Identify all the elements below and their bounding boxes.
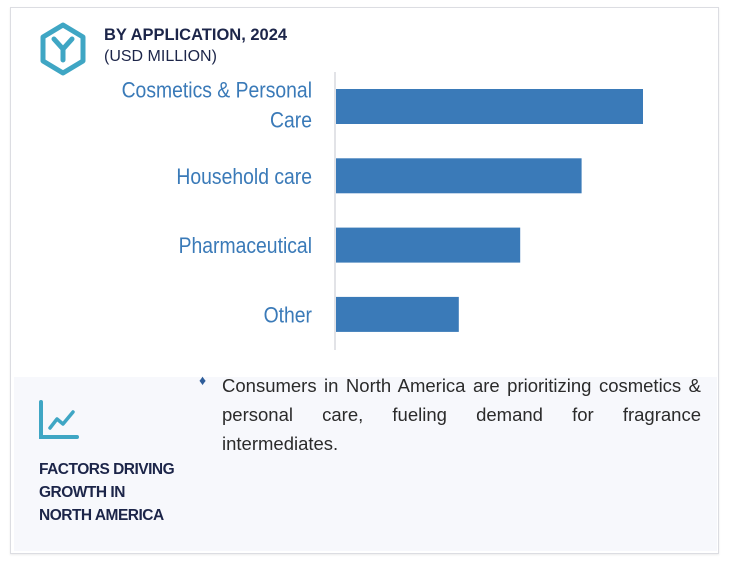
factors-title: FACTORS DRIVING GROWTH IN NORTH AMERICA [39,458,209,527]
category-label: Household care [176,165,312,189]
bar-0 [336,89,643,124]
category-label: Cosmetics & Personal [122,78,312,102]
factors-title-line: FACTORS DRIVING [39,461,175,478]
factors-panel [14,377,717,551]
hexagon-y-icon [40,22,86,76]
bar-3 [336,296,459,332]
category-label: Other [264,303,313,327]
factors-title-line: GROWTH IN [39,484,125,501]
category-label: Pharmaceutical [179,234,312,258]
category-label: Care [270,108,312,132]
factor-item: Consumers in North America are prioritiz… [222,375,701,454]
bar-chart: Cosmetics & Personal Care Household care Ph… [122,72,643,350]
chart-subtitle: (USD MILLION) [104,48,217,65]
line-chart-icon [39,400,79,439]
diamond-bullet-icon: ♦ [199,372,207,388]
bar-1 [336,158,582,194]
factors-title-line: NORTH AMERICA [39,507,164,524]
chart-title: BY APPLICATION, 2024 [104,26,288,44]
bar-2 [336,227,521,263]
